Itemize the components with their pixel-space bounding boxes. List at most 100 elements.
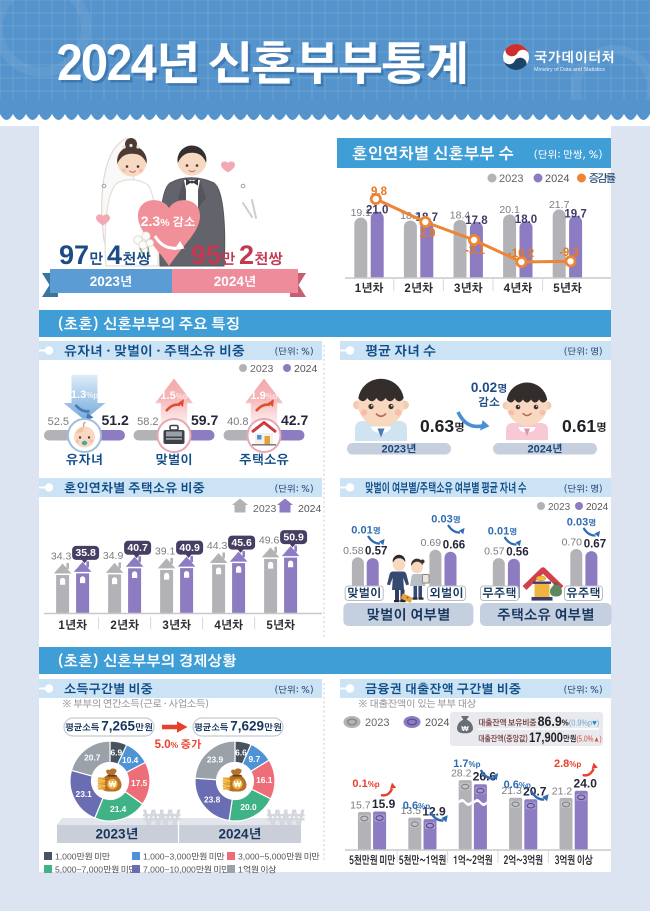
svg-text:10.4: 10.4 xyxy=(122,755,139,765)
svg-text:95: 95 xyxy=(191,240,221,270)
svg-text:2023: 2023 xyxy=(499,173,523,185)
svg-text:%: % xyxy=(160,217,170,229)
svg-text:6.9: 6.9 xyxy=(110,747,122,757)
svg-text:5: 5 xyxy=(266,620,273,632)
svg-text:35.8: 35.8 xyxy=(75,547,96,559)
svg-text:0.66: 0.66 xyxy=(443,539,465,551)
svg-text:2024: 2024 xyxy=(425,717,449,729)
svg-text:1.3: 1.3 xyxy=(71,389,86,401)
svg-text:40.9: 40.9 xyxy=(179,542,200,554)
svg-text:17.8: 17.8 xyxy=(465,215,488,227)
svg-text:23.9: 23.9 xyxy=(207,755,224,765)
svg-text:45.6: 45.6 xyxy=(231,537,252,549)
svg-text:1,000: 1,000 xyxy=(55,852,77,862)
svg-text:0.57: 0.57 xyxy=(365,546,387,558)
svg-text:40.7: 40.7 xyxy=(127,542,148,554)
svg-text:(0.9%p: (0.9%p xyxy=(569,718,592,727)
svg-text:Ministry of Data and Statistic: Ministry of Data and Statistics xyxy=(534,67,605,73)
svg-text:2: 2 xyxy=(110,620,116,632)
svg-text:40.8: 40.8 xyxy=(227,416,248,428)
svg-text:0.6: 0.6 xyxy=(504,779,519,791)
svg-text:97: 97 xyxy=(59,240,89,270)
svg-text:%p: %p xyxy=(266,392,278,401)
svg-text:4: 4 xyxy=(107,240,122,270)
svg-text:0.67: 0.67 xyxy=(584,539,606,551)
svg-text:₩₩: ₩₩ xyxy=(267,805,305,830)
svg-text:44.3: 44.3 xyxy=(207,540,228,552)
svg-text:₩₩: ₩₩ xyxy=(143,805,181,830)
svg-text:20.0: 20.0 xyxy=(240,802,257,812)
svg-text:%: % xyxy=(171,740,179,750)
svg-text:0.6: 0.6 xyxy=(403,800,418,812)
svg-text:1: 1 xyxy=(355,283,362,295)
svg-text:0.01: 0.01 xyxy=(488,526,509,538)
svg-text:7,265: 7,265 xyxy=(101,719,135,734)
svg-text:2023: 2023 xyxy=(250,363,274,375)
svg-text:1,000~3,000: 1,000~3,000 xyxy=(143,852,191,862)
svg-text:5.0: 5.0 xyxy=(155,739,171,751)
svg-text:3: 3 xyxy=(162,620,168,632)
svg-text:18.0: 18.0 xyxy=(515,214,537,226)
svg-text:%p: %p xyxy=(469,760,481,769)
svg-text:34.3: 34.3 xyxy=(51,551,72,563)
svg-text:1.9: 1.9 xyxy=(250,390,265,402)
svg-text:0.57: 0.57 xyxy=(484,546,505,558)
svg-text:0.01: 0.01 xyxy=(351,525,372,537)
svg-text:4: 4 xyxy=(214,620,221,632)
svg-text:2023: 2023 xyxy=(548,502,571,513)
svg-text:-3.1: -3.1 xyxy=(465,245,485,257)
svg-text:6.6: 6.6 xyxy=(235,747,247,757)
svg-text:): ) xyxy=(600,734,602,744)
svg-text:2023: 2023 xyxy=(253,503,277,515)
svg-text:0.58: 0.58 xyxy=(343,545,364,557)
svg-text:0.56: 0.56 xyxy=(506,546,528,558)
svg-text:%p: %p xyxy=(519,781,531,790)
svg-text:%p: %p xyxy=(418,802,430,811)
svg-text:2024: 2024 xyxy=(294,363,318,375)
svg-text:%p: %p xyxy=(368,780,380,789)
svg-text:18.4: 18.4 xyxy=(450,209,471,221)
svg-text:21.0: 21.0 xyxy=(366,205,388,217)
svg-text:0.63: 0.63 xyxy=(420,416,454,436)
svg-text:0.61: 0.61 xyxy=(562,416,596,436)
svg-text:1: 1 xyxy=(58,620,65,632)
svg-text:1.5: 1.5 xyxy=(160,390,175,402)
svg-text:3,000~5,000: 3,000~5,000 xyxy=(238,852,286,862)
svg-text:▲: ▲ xyxy=(593,736,599,744)
svg-text:23.8: 23.8 xyxy=(204,794,221,804)
svg-text:2023: 2023 xyxy=(90,274,121,289)
svg-text:15.7: 15.7 xyxy=(350,800,371,812)
svg-text:%p: %p xyxy=(569,760,581,769)
svg-text:5,000~7,000: 5,000~7,000 xyxy=(55,865,103,875)
svg-text:5: 5 xyxy=(553,283,560,295)
svg-text:7,000~10,000: 7,000~10,000 xyxy=(143,865,196,875)
svg-text:₩: ₩ xyxy=(461,724,469,733)
svg-text:42.7: 42.7 xyxy=(281,412,308,428)
svg-text:2024: 2024 xyxy=(214,274,245,289)
svg-text:2024: 2024 xyxy=(219,827,250,842)
svg-text:23.1: 23.1 xyxy=(76,789,93,799)
svg-text:2023: 2023 xyxy=(382,444,406,456)
svg-text:2.9: 2.9 xyxy=(420,228,436,240)
svg-text:51.2: 51.2 xyxy=(102,412,129,428)
svg-text:0.03: 0.03 xyxy=(567,517,588,529)
svg-text:₩: ₩ xyxy=(234,780,242,789)
svg-text:2: 2 xyxy=(239,240,254,270)
svg-text:3: 3 xyxy=(454,283,460,295)
svg-text:21.4: 21.4 xyxy=(110,804,127,814)
svg-text:2023: 2023 xyxy=(96,827,127,842)
svg-text:2.3: 2.3 xyxy=(141,213,161,229)
svg-text:7,629: 7,629 xyxy=(230,719,264,734)
svg-text:2: 2 xyxy=(404,283,410,295)
svg-text:39.1: 39.1 xyxy=(155,545,176,557)
svg-text:19.1: 19.1 xyxy=(351,207,372,219)
svg-text:2024: 2024 xyxy=(298,503,322,515)
svg-text:17,900: 17,900 xyxy=(529,730,563,745)
svg-text:21.2: 21.2 xyxy=(552,785,573,797)
svg-text:1.7: 1.7 xyxy=(453,758,468,770)
svg-text:59.7: 59.7 xyxy=(191,412,218,428)
svg-text:58.2: 58.2 xyxy=(137,416,158,428)
svg-text:17.5: 17.5 xyxy=(131,778,148,788)
svg-text:50.9: 50.9 xyxy=(283,531,304,543)
svg-text:86.9: 86.9 xyxy=(538,714,562,730)
